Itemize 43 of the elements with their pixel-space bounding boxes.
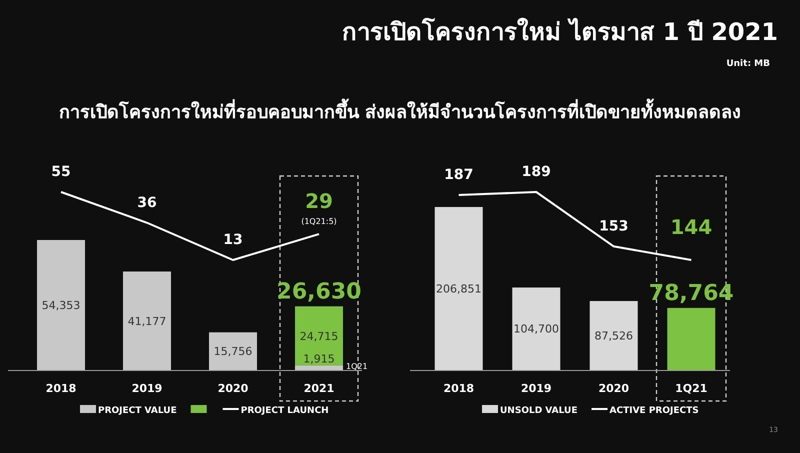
- bar: [295, 306, 343, 366]
- data-label: 153: [599, 218, 628, 234]
- data-label: 55: [51, 164, 71, 180]
- bar: [295, 365, 343, 370]
- data-label: 29: [305, 189, 333, 214]
- data-label: 87,526: [594, 330, 633, 343]
- data-label: 24,715: [300, 330, 338, 343]
- x-tick-label: 2021: [304, 382, 334, 395]
- text: Unit: MB: [726, 59, 770, 69]
- x-tick-label: 1Q21: [675, 382, 708, 395]
- x-tick-label: 2019: [520, 382, 552, 395]
- data-label: 189: [522, 164, 551, 180]
- data-label: 104,700: [514, 322, 559, 336]
- data-label: 13: [223, 232, 243, 248]
- text: (1Q21:5): [301, 217, 337, 226]
- x-tick-label: 2020: [598, 382, 630, 395]
- bar: [590, 301, 638, 370]
- x-tick-label: 2018: [46, 382, 76, 395]
- bar: [123, 272, 171, 370]
- data-label: 54,353: [42, 299, 80, 312]
- x-tick-label: 2019: [132, 382, 162, 395]
- chart-title: การเปิดโครงการใหม่ ไตรมาส 1 ปี 2021: [342, 17, 778, 46]
- bar: [667, 308, 716, 370]
- data-label: 206,851: [436, 282, 482, 296]
- bar: [512, 287, 560, 370]
- legend-label: ACTIVE PROJECTS: [610, 406, 699, 416]
- x-tick-label: 2018: [443, 382, 474, 395]
- x-tick-label: 2020: [218, 382, 249, 395]
- data-label: 36: [137, 194, 157, 211]
- bar: [434, 207, 483, 370]
- text: การเปิดโครงการใหม่ที่รอบคอบมากขึ้น ส่งผลให้มีจำนวนโครงการที่เปิดขายทั้งหมดลดลง: [58, 98, 742, 123]
- bar: [209, 332, 257, 370]
- data-label: 187: [444, 167, 474, 184]
- legend-label: PROJECT LAUNCH: [240, 406, 329, 416]
- annotation: 1Q21: [346, 362, 368, 371]
- legend-label: PROJECT VALUE: [98, 406, 177, 416]
- data-label: 15,756: [214, 345, 252, 358]
- data-label: 1,915: [303, 352, 335, 366]
- total-label: 26,630: [276, 279, 362, 304]
- bar: [37, 240, 85, 370]
- legend-label: UNSOLD VALUE: [500, 406, 578, 416]
- data-label: 144: [670, 215, 712, 239]
- data-label: 41,177: [128, 314, 166, 328]
